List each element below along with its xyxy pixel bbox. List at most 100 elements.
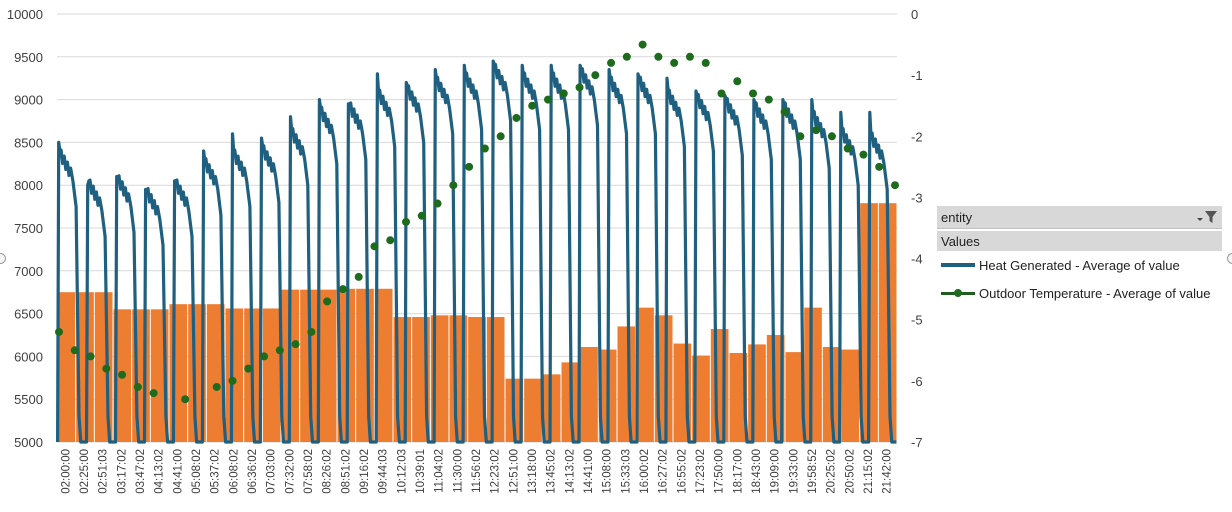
temperature-point xyxy=(465,162,474,171)
y-left-tick-label: 5500 xyxy=(14,392,43,407)
x-tick-label: 16:27:02 xyxy=(658,449,670,494)
temperature-point xyxy=(685,52,694,61)
bar xyxy=(766,335,785,442)
line-dot-legend-icon xyxy=(941,288,975,298)
y-right-tick-label: 0 xyxy=(911,7,918,22)
y-left-tick-label: 6500 xyxy=(14,307,43,322)
temperature-point xyxy=(102,364,111,373)
x-tick-label: 06:36:02 xyxy=(247,449,259,494)
temperature-point xyxy=(607,58,616,67)
temperature-point xyxy=(86,352,95,361)
x-tick-label: 06:08:02 xyxy=(228,449,240,494)
x-tick-label: 07:03:00 xyxy=(266,449,278,494)
x-tick-label: 14:41:00 xyxy=(583,449,595,494)
temperature-point xyxy=(859,150,868,159)
bar xyxy=(748,344,766,442)
x-tick-label: 08:51:02 xyxy=(340,449,352,494)
bar xyxy=(841,349,860,442)
x-tick-label: 12:23:02 xyxy=(490,449,502,494)
x-tick-label: 08:26:02 xyxy=(322,449,334,494)
x-tick-label: 03:47:02 xyxy=(135,449,147,494)
bar xyxy=(374,288,393,442)
legend-label-outdoor-temperature: Outdoor Temperature - Average of value xyxy=(979,285,1211,301)
line-legend-icon xyxy=(941,260,975,270)
filter-dropdown-icon[interactable] xyxy=(1196,210,1218,224)
x-tick-label: 16:55:02 xyxy=(676,449,688,494)
x-tick-label: 19:58:52 xyxy=(807,449,819,494)
x-tick-label: 11:56:02 xyxy=(471,449,483,493)
values-label: Values xyxy=(941,233,980,249)
y-right-tick-label: -1 xyxy=(911,68,923,83)
x-tick-label: 13:18:00 xyxy=(527,449,539,494)
y-left-tick-label: 8000 xyxy=(14,178,43,193)
x-tick-label: 02:00:00 xyxy=(60,449,72,494)
x-tick-label: 13:45:02 xyxy=(546,449,558,494)
temperature-point xyxy=(149,389,158,398)
x-tick-label: 10:39:01 xyxy=(415,449,427,494)
temperature-point xyxy=(843,144,852,153)
bar xyxy=(580,346,598,442)
y-left-tick-label: 10000 xyxy=(7,7,43,22)
bar xyxy=(356,288,374,442)
x-tick-label: 18:17:00 xyxy=(732,449,744,494)
temperature-point xyxy=(260,352,269,361)
x-tick-label: 02:25:00 xyxy=(79,449,91,494)
x-tick-label: 16:00:02 xyxy=(639,449,651,494)
temperature-point xyxy=(875,162,884,171)
bar xyxy=(524,378,542,442)
y-left-tick-label: 7500 xyxy=(14,221,43,236)
temperature-point xyxy=(228,376,237,385)
y-right-tick-label: -4 xyxy=(911,252,923,267)
temperature-point xyxy=(244,364,253,373)
temperature-point xyxy=(543,95,552,104)
x-tick-label: 21:15:02 xyxy=(863,449,875,494)
temperature-point xyxy=(701,58,710,67)
x-tick-label: 15:33:03 xyxy=(620,449,632,494)
entity-field-header: entity xyxy=(937,206,1222,229)
temperature-point xyxy=(55,327,63,336)
x-tick-label: 11:30:00 xyxy=(452,449,464,493)
temperature-point xyxy=(733,77,742,86)
temperature-point xyxy=(812,126,821,135)
temperature-point xyxy=(181,395,190,404)
x-tick-label: 19:09:00 xyxy=(770,449,782,494)
temperature-point xyxy=(796,132,805,141)
x-tick-label: 11:04:02 xyxy=(434,449,446,493)
legend-item-outdoor-temperature[interactable]: Outdoor Temperature - Average of value xyxy=(937,279,1222,307)
temperature-point xyxy=(496,132,505,141)
values-header: Values xyxy=(937,231,1222,251)
temperature-point xyxy=(291,340,300,349)
x-tick-label: 21:42:00 xyxy=(882,449,894,494)
temperature-point xyxy=(70,346,79,355)
bar xyxy=(710,329,729,442)
temperature-point xyxy=(654,52,663,61)
y-right-tick-label: -2 xyxy=(911,129,923,144)
x-tick-label: 10:12:03 xyxy=(396,449,408,494)
temperature-point xyxy=(275,346,284,355)
right-resize-handle[interactable] xyxy=(1227,253,1232,264)
x-tick-label: 05:37:02 xyxy=(210,449,222,494)
temperature-point xyxy=(827,132,836,141)
temperature-point xyxy=(133,382,142,391)
x-tick-label: 09:16:02 xyxy=(359,449,371,494)
entity-field-label: entity xyxy=(941,209,973,225)
bar xyxy=(804,307,822,442)
y-left-tick-label: 9500 xyxy=(14,50,43,65)
temperature-point xyxy=(764,95,773,104)
temperature-point xyxy=(891,181,899,190)
x-tick-label: 07:32:00 xyxy=(284,449,296,494)
x-tick-label: 07:58:02 xyxy=(303,449,315,494)
x-tick-label: 20:25:02 xyxy=(826,449,838,494)
y-left-tick-label: 9000 xyxy=(14,93,43,108)
y-right-tick-label: -7 xyxy=(911,435,923,450)
temperature-point xyxy=(749,89,758,98)
temperature-point xyxy=(512,113,521,122)
bar xyxy=(617,326,636,442)
temperature-point xyxy=(559,89,568,98)
x-tick-label: 02:51:03 xyxy=(98,449,110,494)
temperature-point xyxy=(118,370,127,379)
x-tick-label: 04:13:02 xyxy=(154,449,166,494)
legend-item-heat-generated[interactable]: Heat Generated - Average of value xyxy=(937,251,1222,279)
temperature-point xyxy=(402,217,411,226)
bar xyxy=(262,308,281,442)
